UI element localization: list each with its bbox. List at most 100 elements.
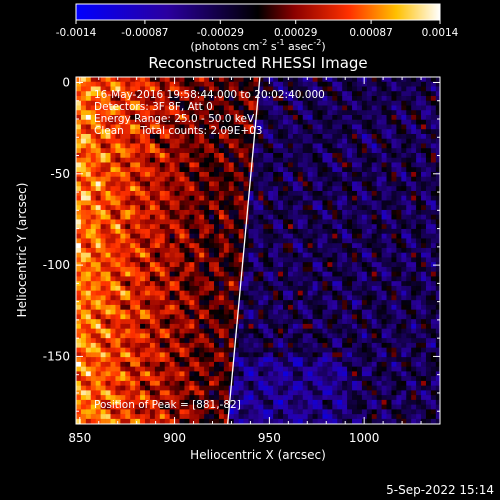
heatmap-cell <box>391 91 397 97</box>
heatmap-cell <box>396 252 402 258</box>
heatmap-cell <box>105 81 111 87</box>
heatmap-cell <box>332 366 338 372</box>
heatmap-cell <box>115 190 121 197</box>
heatmap-cell <box>297 252 304 258</box>
heatmap-cell <box>149 228 156 234</box>
heatmap-cell <box>406 304 412 310</box>
heatmap-cell <box>179 214 185 220</box>
heatmap-cell <box>386 380 392 386</box>
heatmap-cell <box>248 133 254 140</box>
heatmap-cell <box>292 105 299 111</box>
heatmap-cell <box>263 100 269 106</box>
heatmap-cell <box>223 342 230 348</box>
heatmap-cell <box>238 371 244 377</box>
heatmap-cell <box>292 110 299 116</box>
heatmap-cell <box>154 214 161 220</box>
heatmap-cell <box>307 214 313 220</box>
heatmap-cell <box>342 176 348 182</box>
heatmap-cell <box>435 247 440 253</box>
heatmap-cell <box>302 357 308 363</box>
heatmap-cell <box>425 77 432 83</box>
heatmap-cell <box>322 276 328 282</box>
heatmap-cell <box>292 371 299 377</box>
heatmap-cell <box>337 224 343 230</box>
heatmap-cell <box>406 243 412 249</box>
heatmap-cell <box>214 376 220 382</box>
heatmap-cell <box>430 195 437 201</box>
heatmap-cell <box>391 338 397 344</box>
heatmap-cell <box>115 162 121 168</box>
heatmap-cell <box>273 152 279 159</box>
heatmap-cell <box>287 195 294 201</box>
heatmap-cell <box>179 81 185 87</box>
heatmap-cell <box>184 81 190 87</box>
heatmap-cell <box>287 228 294 234</box>
heatmap-cell <box>140 380 146 386</box>
heatmap-cell <box>145 376 151 382</box>
heatmap-cell <box>194 295 200 301</box>
heatmap-cell <box>189 333 195 339</box>
heatmap-cell <box>371 271 377 277</box>
heatmap-cell <box>258 281 264 287</box>
heatmap-cell <box>283 95 289 102</box>
heatmap-cell <box>376 190 382 197</box>
heatmap-cell <box>396 110 402 116</box>
heatmap-cell <box>263 290 269 296</box>
heatmap-cell <box>376 333 382 339</box>
heatmap-cell <box>238 300 244 306</box>
heatmap-cell <box>125 366 131 372</box>
heatmap-cell <box>278 285 284 291</box>
heatmap-cell <box>253 233 259 239</box>
heatmap-cell <box>371 309 377 315</box>
heatmap-cell <box>105 110 111 116</box>
heatmap-cell <box>115 148 121 154</box>
heatmap-cell <box>179 352 185 358</box>
heatmap-cell <box>366 309 373 315</box>
heatmap-cell <box>297 133 304 140</box>
heatmap-cell <box>337 309 343 315</box>
heatmap-cell <box>297 152 304 159</box>
heatmap-cell <box>76 91 82 97</box>
heatmap-cell <box>80 252 87 258</box>
heatmap-cell <box>199 304 205 310</box>
heatmap-cell <box>327 361 333 367</box>
heatmap-cell <box>199 224 205 230</box>
heatmap-cell <box>283 110 289 116</box>
heatmap-cell <box>145 309 151 315</box>
heatmap-cell <box>179 380 185 386</box>
heatmap-cell <box>248 181 254 187</box>
heatmap-cell <box>140 214 146 220</box>
heatmap-cell <box>214 252 220 258</box>
heatmap-cell <box>135 257 141 263</box>
heatmap-cell <box>174 319 180 325</box>
heatmap-cell <box>223 304 230 310</box>
heatmap-cell <box>194 91 200 97</box>
heatmap-cell <box>159 186 166 192</box>
heatmap-cell <box>189 119 195 125</box>
heatmap-cell <box>130 238 136 244</box>
heatmap-cell <box>435 319 440 325</box>
heatmap-cell <box>159 285 166 291</box>
heatmap-cell <box>327 380 333 386</box>
heatmap-cell <box>406 95 412 102</box>
heatmap-cell <box>159 157 166 163</box>
heatmap-cell <box>406 390 412 396</box>
heatmap-cell <box>347 195 353 201</box>
heatmap-cell <box>140 86 146 92</box>
heatmap-cell <box>105 105 111 111</box>
heatmap-cell <box>179 143 185 149</box>
heatmap-cell <box>312 300 318 306</box>
heatmap-cell <box>401 371 407 377</box>
heatmap-cell <box>214 114 220 121</box>
heatmap-cell <box>302 190 308 197</box>
heatmap-cell <box>406 233 412 239</box>
heatmap-cell <box>356 290 363 296</box>
heatmap-cell <box>218 357 225 363</box>
heatmap-cell <box>307 219 313 225</box>
heatmap-cell <box>169 110 175 116</box>
heatmap-cell <box>386 281 392 287</box>
heatmap-cell <box>411 167 417 173</box>
heatmap-cell <box>145 138 151 144</box>
heatmap-cell <box>297 148 304 154</box>
heatmap-cell <box>416 114 422 121</box>
